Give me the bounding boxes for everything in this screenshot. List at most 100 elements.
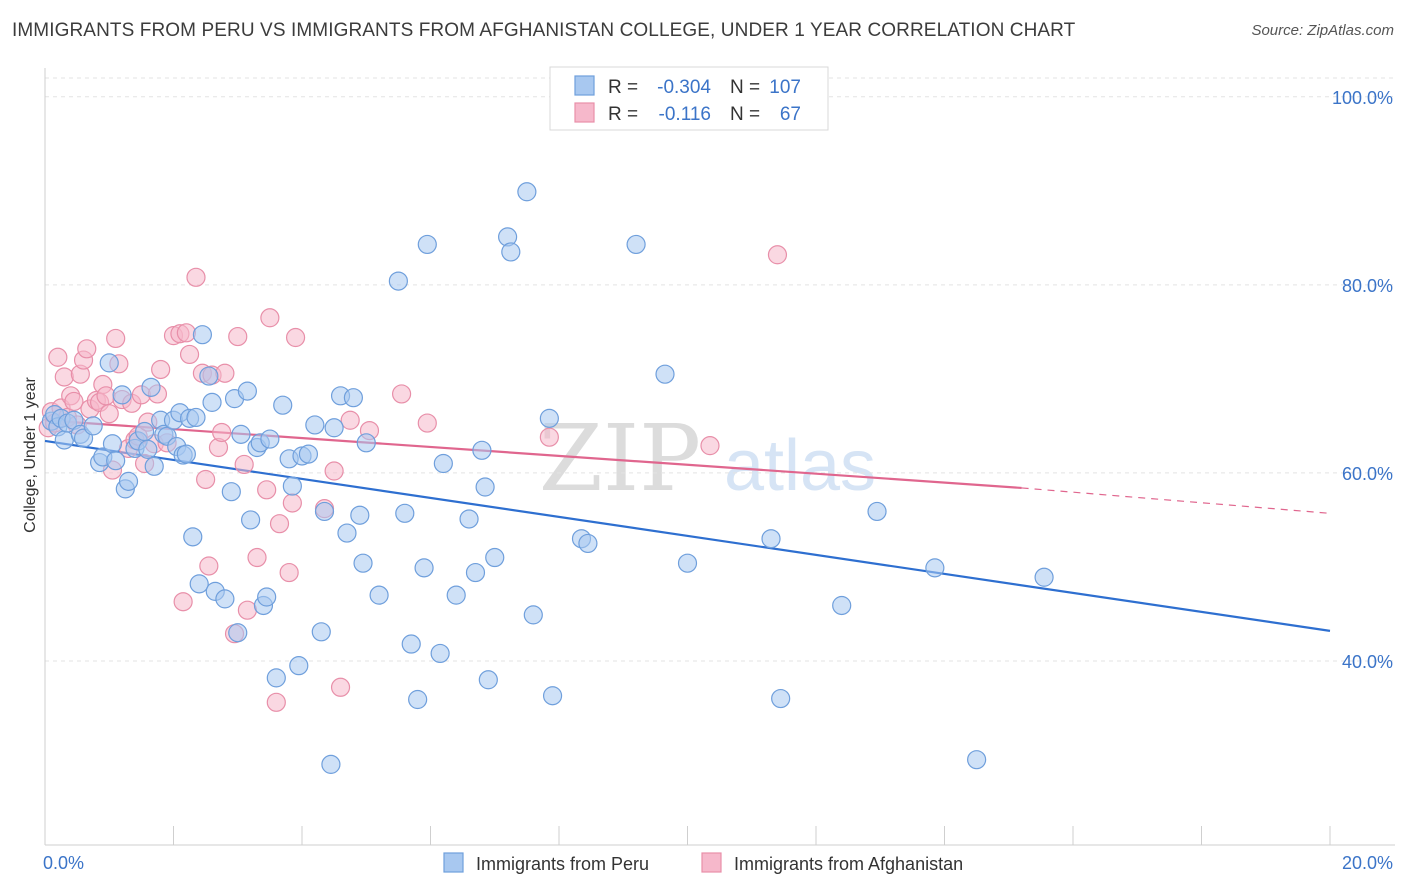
watermark-atlas: atlas — [724, 426, 876, 506]
afghanistan-point — [247, 547, 267, 568]
peru-point — [189, 574, 209, 594]
gridlines — [45, 77, 1395, 662]
legend-peru-label: Immigrants from Peru — [476, 854, 649, 874]
peru-n-label: N = — [730, 77, 760, 98]
peru-point — [408, 689, 428, 710]
afghanistan-point — [54, 367, 74, 387]
peru-point — [134, 421, 155, 442]
peru-point — [192, 325, 213, 345]
peru-point — [967, 750, 987, 770]
legend-afghanistan-label: Immigrants from Afghanistan — [734, 854, 963, 874]
afghanistan-point — [324, 461, 344, 481]
peru-point — [106, 451, 126, 471]
peru-point — [475, 477, 495, 497]
afghanistan-point — [700, 436, 720, 456]
peru-point — [401, 634, 421, 654]
peru-swatch — [574, 75, 595, 96]
peru-point — [343, 388, 363, 408]
peru-point — [542, 686, 563, 706]
peru-point — [241, 510, 261, 530]
peru-point — [231, 424, 251, 444]
watermark-zip: ZIP — [539, 405, 701, 512]
peru-point — [337, 523, 357, 543]
afghanistan-point — [269, 514, 290, 534]
afghanistan-point — [215, 363, 235, 383]
peru-point — [356, 433, 376, 453]
afghanistan-trend-extension — [1021, 487, 1331, 514]
peru-r-label: R = — [608, 77, 638, 98]
stats-legend: R = -0.304 N = 107 R = -0.116 N = 67 — [549, 66, 829, 131]
peru-point — [289, 656, 309, 676]
x-tick-label: 0.0% — [43, 853, 84, 873]
trend-lines — [44, 419, 1331, 632]
afghanistan-point — [179, 344, 200, 365]
peru-point — [273, 395, 293, 415]
tick-labels: 40.0% 60.0% 80.0% 100.0% 0.0% 20.0% — [43, 88, 1393, 873]
afghanistan-point — [151, 359, 171, 380]
afghanistan-point — [340, 410, 360, 430]
axes — [44, 68, 1395, 846]
afghanistan-point — [767, 245, 788, 265]
peru-point — [501, 242, 521, 262]
afghanistan-point — [48, 347, 68, 367]
peru-point — [324, 418, 344, 438]
afghanistan-point — [77, 339, 97, 359]
stats-legend-frame — [549, 66, 829, 131]
peru-point — [655, 364, 675, 384]
afghanistan-n-label: N = — [730, 104, 760, 125]
peru-point — [417, 234, 437, 255]
peru-point — [282, 476, 302, 496]
afghanistan-point — [99, 404, 119, 424]
peru-point — [186, 407, 206, 428]
peru-point — [539, 408, 559, 428]
afghanistan-r-value: -0.116 — [659, 104, 711, 125]
peru-point — [257, 587, 277, 607]
peru-point — [311, 622, 331, 642]
peru-point — [138, 439, 158, 459]
peru-trend-line — [44, 439, 1331, 632]
afghanistan-point — [212, 422, 232, 443]
y-tick-label: 100.0% — [1332, 88, 1393, 108]
peru-point — [832, 595, 852, 616]
legend-afghanistan-swatch — [701, 852, 722, 873]
y-axis-label: College, Under 1 year — [22, 377, 39, 533]
peru-point — [430, 643, 450, 664]
afghanistan-point — [260, 308, 280, 328]
peru-point — [925, 558, 945, 578]
afghanistan-point — [228, 326, 248, 347]
peru-point — [478, 670, 498, 690]
afghanistan-point — [64, 391, 84, 412]
peru-point — [433, 453, 453, 474]
peru-point — [183, 527, 203, 547]
afghanistan-point — [282, 493, 302, 513]
watermark: ZIP atlas — [539, 405, 876, 512]
peru-point — [176, 444, 196, 464]
peru-point — [472, 440, 492, 460]
peru-point — [369, 585, 389, 605]
peru-point — [353, 553, 373, 573]
peru-point — [99, 353, 119, 373]
afghanistan-trend-line — [44, 419, 1022, 490]
peru-point — [414, 558, 434, 578]
peru-point — [771, 688, 791, 709]
peru-point — [260, 429, 280, 449]
afghanistan-point — [186, 267, 206, 287]
afghanistan-point — [285, 327, 306, 348]
peru-n-value: 107 — [769, 77, 801, 98]
afghanistan-point — [173, 592, 193, 612]
afghanistan-point — [199, 556, 219, 576]
afghanistan-swatch — [574, 102, 595, 123]
y-tick-label: 80.0% — [1342, 276, 1393, 296]
peru-point — [395, 503, 415, 523]
peru-point — [144, 456, 164, 476]
peru-point — [578, 533, 598, 554]
peru-point — [314, 501, 335, 522]
y-tick-label: 60.0% — [1342, 464, 1393, 484]
afghanistan-point — [234, 454, 254, 475]
peru-point — [485, 547, 505, 568]
peru-point — [266, 668, 286, 688]
y-tick-label: 40.0% — [1342, 652, 1393, 672]
peru-point — [523, 605, 543, 625]
peru-point — [221, 482, 241, 502]
chart-title: IMMIGRANTS FROM PERU VS IMMIGRANTS FROM … — [12, 20, 1076, 41]
